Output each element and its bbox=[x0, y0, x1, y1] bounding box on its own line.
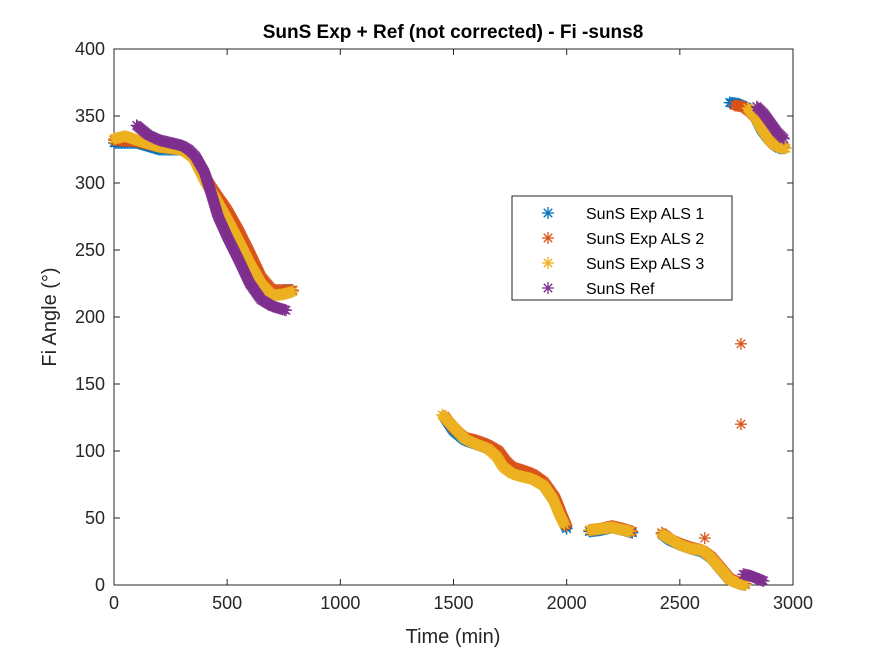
legend-label: SunS Exp ALS 2 bbox=[586, 231, 704, 248]
chart-title: SunS Exp + Ref (not corrected) - Fi -sun… bbox=[263, 22, 644, 43]
y-tick-label: 200 bbox=[75, 307, 105, 327]
data-point bbox=[624, 525, 637, 538]
y-tick-label: 250 bbox=[75, 240, 105, 260]
x-tick-label: 500 bbox=[212, 593, 242, 613]
x-tick-label: 0 bbox=[109, 593, 119, 613]
series-4 bbox=[130, 100, 790, 587]
data-point bbox=[558, 518, 571, 531]
y-tick-label: 300 bbox=[75, 173, 105, 193]
y-tick-label: 50 bbox=[85, 508, 105, 528]
legend-label: SunS Exp ALS 3 bbox=[586, 256, 704, 273]
x-tick-label: 1000 bbox=[320, 593, 360, 613]
data-point bbox=[280, 304, 293, 317]
plot-area bbox=[113, 48, 794, 586]
data-point bbox=[734, 337, 747, 350]
y-tick-label: 100 bbox=[75, 441, 105, 461]
y-tick-label: 0 bbox=[95, 575, 105, 595]
x-tick-label: 2000 bbox=[547, 593, 587, 613]
legend: SunS Exp ALS 1 SunS Exp ALS 2 SunS Exp ALS… bbox=[511, 195, 733, 301]
x-axis-label: Time (min) bbox=[406, 626, 501, 648]
legend-marker bbox=[542, 207, 554, 219]
data-point bbox=[698, 532, 711, 545]
data-point bbox=[757, 574, 770, 587]
y-tick-label: 400 bbox=[75, 39, 105, 59]
x-tick-label: 3000 bbox=[773, 593, 813, 613]
data-point bbox=[286, 285, 299, 298]
y-tick-label: 150 bbox=[75, 374, 105, 394]
data-point bbox=[777, 132, 790, 145]
legend-marker bbox=[542, 257, 554, 269]
x-tick-label: 2500 bbox=[660, 593, 700, 613]
data-markers bbox=[108, 96, 793, 591]
data-point bbox=[739, 579, 752, 591]
axis-ticks: 0 500 1000 1500 2000 2500 3000 0 50 100 150 200 250 3… bbox=[75, 39, 813, 613]
y-tick-label: 350 bbox=[75, 106, 105, 126]
data-point bbox=[780, 142, 793, 155]
legend-marker bbox=[542, 282, 554, 294]
legend-label: SunS Ref bbox=[586, 281, 655, 298]
data-point bbox=[734, 418, 747, 431]
legend-label: SunS Exp ALS 1 bbox=[586, 206, 704, 223]
x-tick-label: 1500 bbox=[433, 593, 473, 613]
legend-marker bbox=[542, 232, 554, 244]
y-axis-label: Fi Angle (°) bbox=[39, 267, 61, 366]
